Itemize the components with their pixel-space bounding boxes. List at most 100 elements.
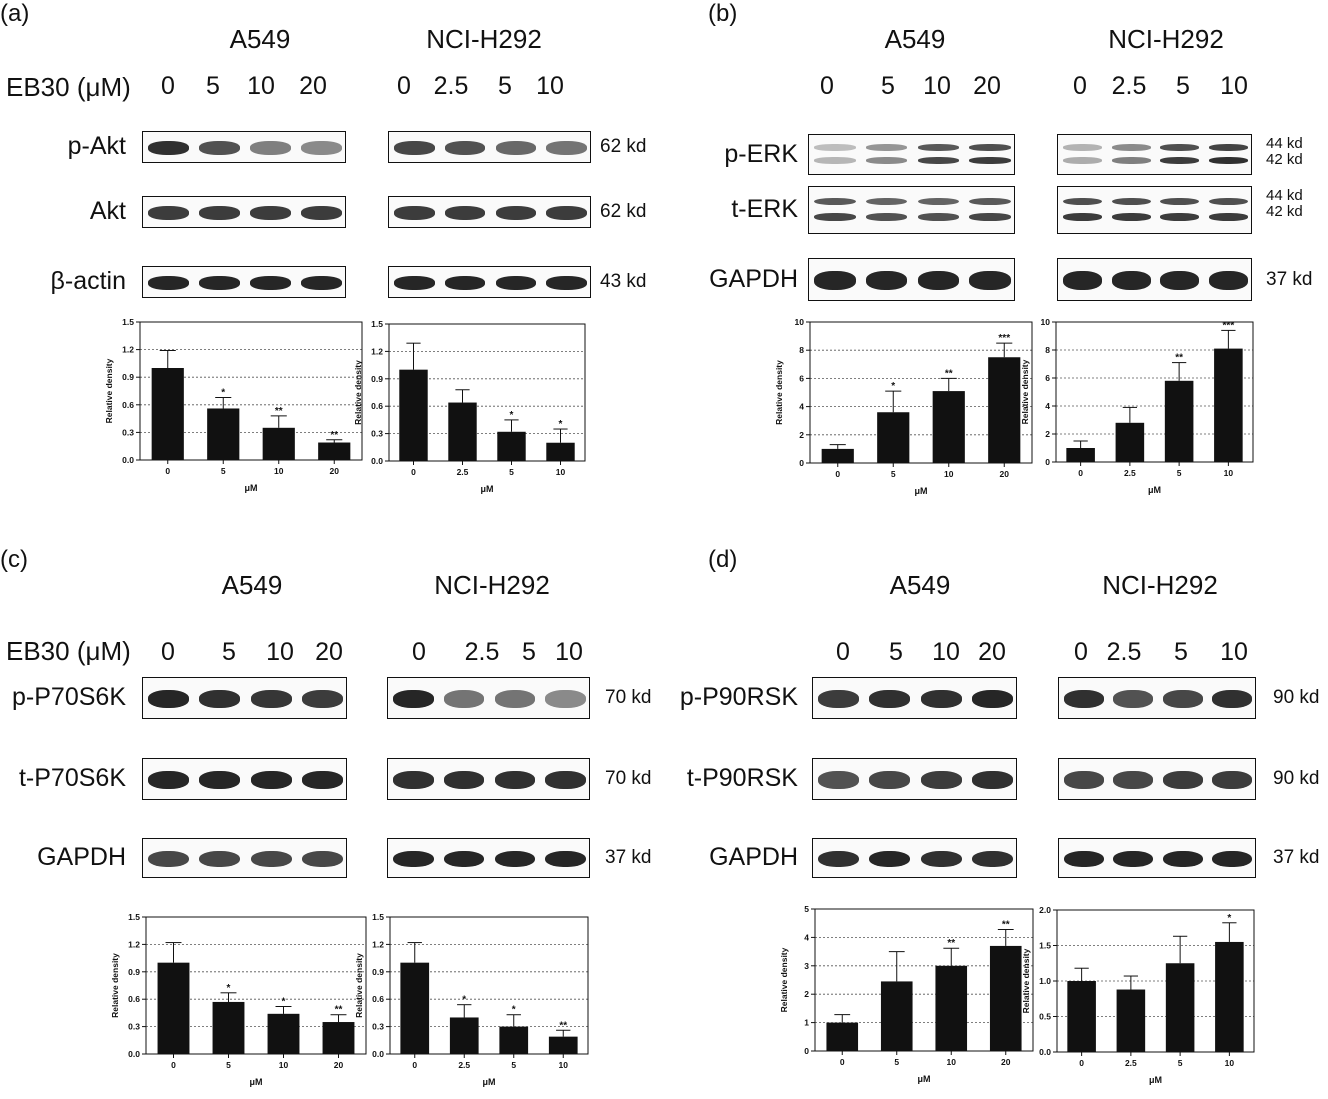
y-axis-label: Relative density (1020, 359, 1030, 424)
y-tick-label: 0.6 (372, 994, 384, 1004)
protein-band (1160, 271, 1200, 290)
protein-band (250, 690, 292, 708)
y-tick-label: 0 (804, 1046, 809, 1056)
x-tick-label: 0 (165, 466, 170, 476)
protein-band (444, 206, 486, 220)
protein-band (495, 206, 537, 220)
protein-band (1111, 157, 1151, 164)
protein-band (1113, 850, 1154, 868)
x-tick-label: 20 (330, 466, 340, 476)
plot-frame (809, 321, 1033, 464)
bar (262, 427, 295, 460)
protein-band (394, 206, 435, 220)
dose-label: 5 (206, 72, 220, 100)
bar-chart: 0.0 0.3 0.6 0.9 1.2 1.5 Relative density 0 2.5 * 5… (353, 319, 586, 494)
protein-band (1160, 197, 1200, 206)
significance-marker: * (891, 381, 895, 392)
bar (932, 391, 965, 463)
bar (400, 962, 430, 1054)
y-tick-label: 4 (1045, 401, 1050, 411)
x-tick-label: 0 (1079, 1058, 1084, 1068)
protein-band (1162, 850, 1203, 868)
protein-band (865, 144, 908, 151)
protein-band (1111, 271, 1151, 290)
x-tick-label: 20 (1001, 1057, 1011, 1067)
western-blot-image (142, 131, 346, 163)
protein-band (250, 276, 291, 290)
blot-row-label: GAPDH (709, 843, 798, 871)
protein-band (495, 141, 537, 155)
protein-band (148, 276, 189, 290)
protein-band (199, 850, 241, 868)
y-tick-label: 1.2 (371, 346, 383, 356)
protein-band (148, 206, 189, 220)
western-blot-image (812, 838, 1017, 878)
bar (988, 357, 1021, 463)
bar (151, 368, 184, 460)
cell-line-title: A549 (221, 570, 283, 600)
y-tick-label: 8 (1045, 345, 1050, 355)
y-axis-label: Relative density (774, 360, 784, 425)
bar (497, 431, 526, 461)
y-tick-label: 3 (804, 961, 809, 971)
x-tick-label: 10 (947, 1057, 957, 1067)
dose-label: 5 (889, 638, 903, 666)
protein-band (444, 276, 486, 290)
dose-label: 5 (1176, 72, 1190, 100)
dose-label: 0 (161, 638, 175, 666)
y-tick-label: 6 (799, 373, 804, 383)
bar (1067, 981, 1096, 1052)
x-tick-label: 5 (221, 466, 226, 476)
significance-marker: * (221, 387, 225, 398)
significance-marker: ** (275, 406, 283, 417)
dose-label: 20 (973, 72, 1001, 100)
protein-band (1113, 771, 1154, 789)
protein-band (443, 850, 485, 868)
bar-chart: 0 2 4 6 8 10 Relative density 0 2.5 ** 5 *** 10 μM (1020, 317, 1254, 495)
western-blot-image (808, 258, 1015, 301)
protein-band (818, 771, 860, 789)
y-tick-label: 0.3 (128, 1022, 140, 1032)
blot-row-label: GAPDH (37, 843, 126, 871)
y-tick-label: 1.2 (122, 345, 134, 355)
dose-label: 2.5 (1106, 638, 1142, 666)
protein-band (443, 771, 485, 789)
protein-band (865, 157, 908, 164)
y-tick-label: 1.5 (122, 317, 134, 327)
cell-line-title: NCI-H292 (434, 570, 550, 600)
protein-band (814, 212, 856, 221)
protein-band (494, 690, 536, 708)
blot-row-label: p-P70S6K (12, 683, 126, 711)
dose-label: 10 (266, 638, 294, 666)
x-tick-label: 20 (334, 1060, 344, 1070)
blot-row-label: p-Akt (67, 132, 126, 160)
molecular-weight-label: 37 kd (1273, 847, 1320, 868)
dose-label: 0 (836, 638, 850, 666)
dose-label: 0 (412, 638, 426, 666)
bar-chart: 0 1 2 3 4 5 Relative density 0 5 ** 10 ** 20 μM (779, 904, 1034, 1084)
molecular-weight-label: 44 kd (1266, 135, 1303, 152)
bar-chart: 0 2 4 6 8 10 Relative density 0 * 5 ** 10 *** 20 μM (774, 317, 1033, 496)
significance-marker: ** (335, 1005, 343, 1016)
western-blot-image (388, 196, 591, 228)
blot-row-label: β-actin (50, 267, 126, 295)
y-axis-label: Relative density (353, 360, 363, 425)
protein-band (394, 141, 435, 155)
protein-band (545, 850, 586, 868)
western-blot-image (1057, 258, 1252, 301)
bar (318, 442, 351, 460)
y-tick-label: 0.5 (1039, 1012, 1051, 1022)
western-blot-image (142, 838, 347, 878)
western-blot-image (388, 131, 591, 163)
bar-chart: 0.0 0.3 0.6 0.9 1.2 1.5 Relative density 0 * 2.5 *… (354, 912, 589, 1087)
protein-band (1209, 144, 1249, 151)
protein-band (1063, 690, 1104, 708)
molecular-weight-label: 44 kd (1266, 187, 1303, 204)
bar (267, 1013, 300, 1054)
blot-row-label: p-ERK (724, 139, 798, 168)
y-tick-label: 0.0 (372, 1049, 384, 1059)
dose-label: 10 (247, 72, 275, 100)
x-tick-label: 5 (511, 1060, 516, 1070)
western-blot-image (1058, 758, 1256, 800)
y-axis-label: Relative density (104, 358, 114, 423)
